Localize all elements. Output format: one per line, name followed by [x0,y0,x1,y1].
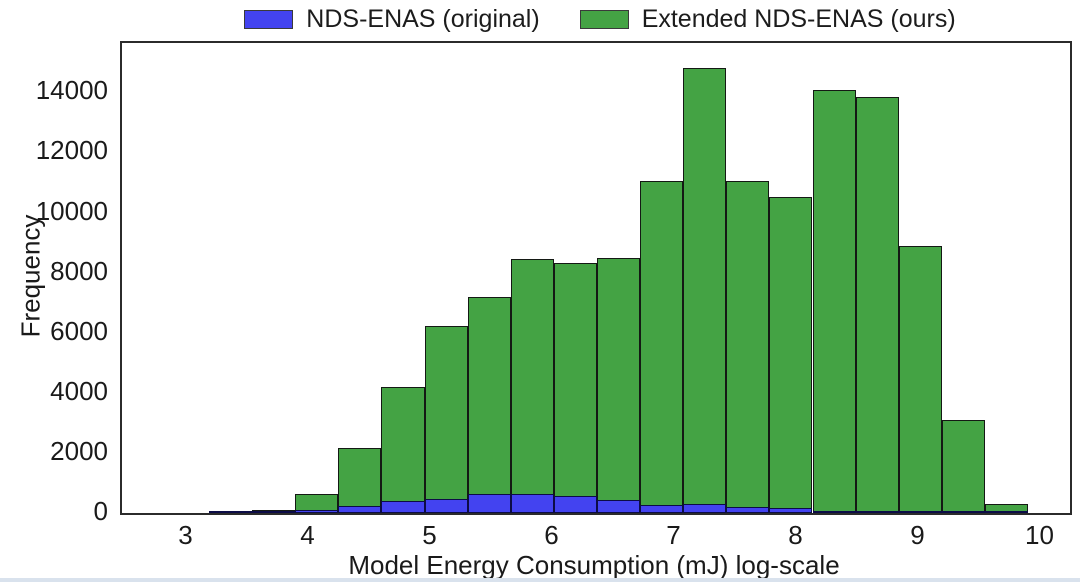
y-tick-label: 0 [93,496,108,526]
hist-bar-green [381,386,425,513]
y-tick-label: 4000 [50,375,108,406]
x-tick-label: 5 [422,520,437,550]
hist-bar-blue [726,507,770,513]
hist-bar-green [683,67,727,513]
hist-bar-green [467,296,511,513]
hist-bar-blue [381,501,425,513]
hist-bar-green [510,259,554,513]
hist-bar-green [596,257,640,513]
legend: NDS-ENAS (original) Extended NDS-ENAS (o… [60,4,1080,34]
hist-bar-blue [553,495,597,513]
hist-bar-blue [941,511,985,513]
legend-label-extended: Extended NDS-ENAS (ours) [641,5,956,33]
hist-bar-green [338,447,382,513]
hist-bar-blue [898,511,942,513]
legend-swatch-blue-icon [244,9,294,29]
hist-bar-blue [812,510,856,513]
hist-bar-blue [984,511,1028,513]
y-tick-label: 12000 [35,135,108,166]
x-tick-label: 7 [666,520,681,550]
hist-bar-blue [683,503,727,513]
hist-bar-blue [855,511,899,513]
hist-bar-blue [769,507,813,513]
hist-bar-green [769,196,813,513]
hist-bar-blue [640,505,684,513]
x-tick-label: 3 [178,520,193,550]
hist-bar-green [553,262,597,513]
y-tick-label: 8000 [50,255,108,286]
y-tick-label: 2000 [50,435,108,466]
hist-bar-green [726,180,770,513]
x-tick-label: 10 [1025,520,1054,550]
hist-bar-blue [295,510,339,513]
y-tick-label: 6000 [50,315,108,346]
hist-bar-green [812,89,856,513]
legend-item-extended-nds-enas: Extended NDS-ENAS (ours) [579,5,956,33]
hist-bar-green [424,326,468,513]
plot-area [120,41,1072,515]
hist-bar-blue [510,493,554,513]
legend-item-nds-enas-original: NDS-ENAS (original) [244,5,540,33]
hist-bar-blue [596,499,640,513]
hist-bar-green [855,96,899,513]
y-tick-label: 10000 [35,195,108,226]
hist-bar-blue [424,498,468,513]
hist-bar-green [898,246,942,513]
y-tick-label: 14000 [35,75,108,106]
page-bottom-strip [0,578,1080,582]
hist-bar-green [941,420,985,513]
hist-bar-green [640,180,684,513]
x-tick-label: 4 [300,520,315,550]
hist-bar-blue [252,511,296,513]
hist-bar-blue [338,505,382,513]
x-tick-label: 8 [788,520,803,550]
x-tick-label: 9 [910,520,925,550]
legend-label-original: NDS-ENAS (original) [306,5,540,33]
x-tick-label: 6 [544,520,559,550]
hist-bar-blue [467,494,511,513]
x-axis-title: Model Energy Consumption (mJ) log-scale [348,550,840,580]
legend-swatch-green-icon [579,9,629,29]
hist-bar-blue [209,511,253,513]
